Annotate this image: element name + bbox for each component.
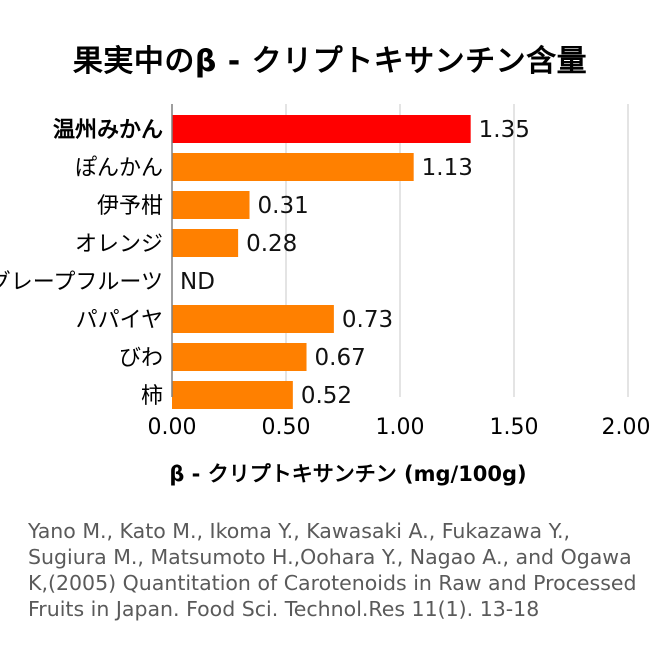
bar bbox=[172, 191, 250, 219]
x-tick-label: 0.00 bbox=[148, 415, 197, 440]
bar bbox=[172, 381, 293, 409]
category-label: パパイヤ bbox=[76, 308, 163, 333]
category-label: オレンジ bbox=[75, 232, 163, 257]
x-tick-label: 1.00 bbox=[376, 415, 425, 440]
bar bbox=[172, 229, 239, 257]
value-label: 0.31 bbox=[258, 193, 309, 219]
bar bbox=[172, 115, 471, 143]
category-label: 温州みかん bbox=[53, 118, 163, 143]
category-label: 伊予柑 bbox=[97, 194, 163, 219]
category-label: グレープフルーツ bbox=[0, 270, 163, 295]
value-label: 0.28 bbox=[246, 231, 297, 257]
value-label: 0.73 bbox=[342, 307, 393, 333]
chart-title: 果実中のβ - クリプトキサンチン含量 bbox=[72, 44, 588, 79]
value-label: 1.35 bbox=[479, 117, 530, 143]
bar bbox=[172, 153, 414, 181]
bar bbox=[172, 305, 334, 333]
category-label: びわ bbox=[119, 346, 163, 371]
value-label: 0.52 bbox=[301, 383, 352, 409]
value-label: 0.67 bbox=[315, 345, 366, 371]
x-axis-title: β - クリプトキサンチン (mg/100g) bbox=[169, 462, 526, 486]
category-label: 柿 bbox=[141, 384, 163, 409]
category-label: ぽんかん bbox=[75, 156, 163, 181]
bar bbox=[172, 343, 307, 371]
value-label: ND bbox=[180, 269, 215, 295]
value-label: 1.13 bbox=[422, 155, 473, 181]
x-tick-label: 2.00 bbox=[602, 415, 651, 440]
x-tick-label: 1.50 bbox=[490, 415, 539, 440]
x-tick-label: 0.50 bbox=[262, 415, 311, 440]
source-citation: Yano M., Kato M., Ikoma Y., Kawasaki A.,… bbox=[28, 519, 637, 621]
